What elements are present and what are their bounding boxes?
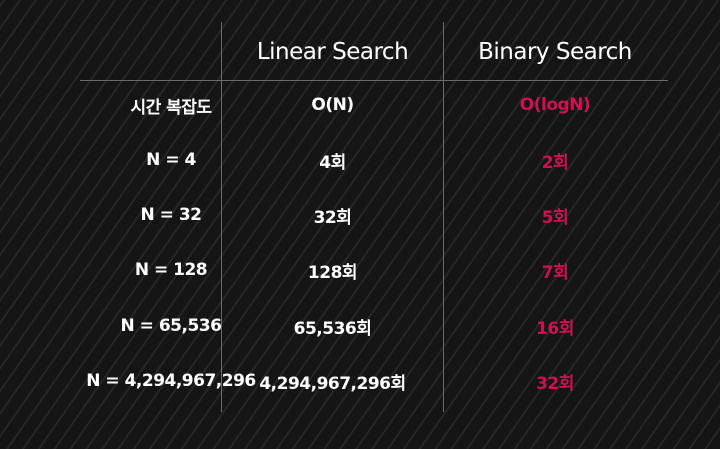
column-divider-1 — [221, 22, 222, 412]
header-linear-search: Linear Search — [256, 39, 409, 65]
linear-n4294967296: 4,294,967,296회 — [259, 373, 406, 394]
binary-n32: 5회 — [541, 207, 569, 228]
row-label-n4294967296: N = 4,294,967,296 — [86, 371, 256, 391]
row-label-n65536: N = 65,536 — [120, 316, 222, 336]
binary-n128: 7회 — [541, 262, 569, 283]
linear-n4: 4회 — [319, 152, 346, 173]
binary-n4: 2회 — [541, 152, 569, 173]
column-divider-2 — [443, 22, 444, 412]
binary-complexity: O(logN) — [519, 95, 591, 115]
row-label-n128: N = 128 — [134, 260, 208, 280]
header-divider — [80, 80, 668, 81]
binary-n65536: 16회 — [536, 318, 574, 339]
binary-n4294967296: 32회 — [536, 373, 574, 394]
linear-n32: 32회 — [313, 207, 352, 228]
linear-n65536: 65,536회 — [293, 318, 372, 339]
linear-complexity: O(N) — [311, 95, 354, 115]
linear-n128: 128회 — [307, 262, 358, 283]
row-label-n32: N = 32 — [140, 205, 202, 225]
header-binary-search: Binary Search — [478, 39, 632, 65]
row-label-n4: N = 4 — [146, 150, 196, 170]
row-label-complexity: 시간 복잡도 — [130, 97, 212, 118]
